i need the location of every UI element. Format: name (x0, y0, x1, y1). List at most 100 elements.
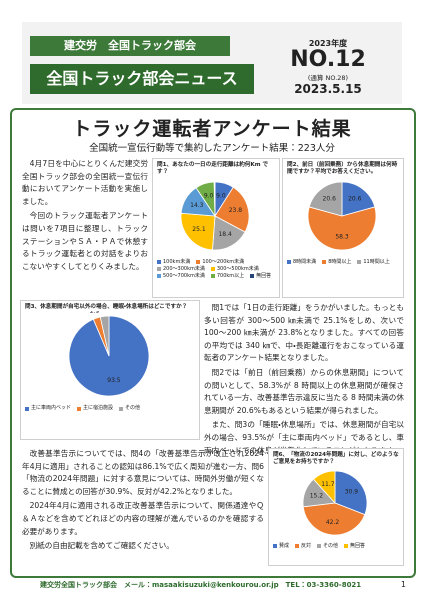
pie-slice (214, 186, 250, 233)
footer-contact: 建交労全国トラック部会 メール：masaakisuzuki@kenkourou.… (40, 581, 362, 589)
legend-label: 反対 (301, 542, 312, 549)
legend-label: 100km未満 (163, 258, 191, 265)
data-label: 20.6 (323, 196, 337, 203)
data-label: 18.4 (218, 231, 232, 238)
data-label: 0.4 (210, 177, 220, 179)
paragraph: 改善基準告示についてでは、問4の「改善基準告示が改正され2024年4月に適用」さ… (22, 449, 264, 496)
legend-item: 200〜300km未満 (157, 266, 205, 273)
legend-swatch (322, 260, 327, 265)
pie-slice (302, 502, 366, 536)
legend-swatch (119, 406, 124, 411)
legend-item: 100〜200km未満 (196, 259, 244, 266)
legend-label: 100〜200km未満 (202, 258, 245, 265)
pie-slice (307, 206, 377, 251)
chart-title: 問3、休息期間が自宅以外の場合、睡眠・休息場所はどこですか？ (25, 304, 188, 310)
date: 2023.5.15 (294, 82, 362, 96)
legend-item: 主に宿泊施設 (77, 405, 113, 412)
pie-slice (212, 215, 246, 251)
legend-swatch (157, 267, 161, 272)
pie: 30.9 42.2 15.2 11.7 (302, 470, 368, 536)
paragraph: 問2では「前日（前回乗務）からの休息期間」についての問いとして、58.3%が 8… (204, 367, 404, 415)
legend-label: 500〜700km未満 (163, 272, 205, 279)
pie-slice (334, 470, 368, 515)
conclusion: 改善基準告示についてでは、問4の「改善基準告示が改正され2024年4月に適用」さ… (22, 448, 264, 555)
data-label: 3.5 (99, 311, 109, 313)
legend-label: その他 (125, 405, 141, 412)
legend-label: 無回答 (256, 272, 272, 279)
pie: 20.6 58.3 20.6 (307, 181, 377, 251)
legend-label: 8時間以上 (328, 258, 352, 265)
legend: 主に車両内ベッド 主に宿泊施設 その他 (21, 405, 199, 412)
data-label: 42.2 (326, 519, 340, 526)
chart-q6: 問6、「物流の2024年問題」に対し、どのようなご意見をお持ちですか？ 30.9 4… (268, 448, 404, 566)
legend-item: 主に車両内ベッド (25, 405, 71, 412)
total-issue: (通算 NO.28) (307, 74, 349, 82)
legend-label: 200〜300km未満 (163, 265, 205, 272)
legend-swatch (157, 274, 161, 279)
legend: 100km未満 100〜200km未満 200〜300km未満 300〜500km未満… (153, 259, 279, 280)
pie: 9.023.818.425.114.39.00.4 (180, 171, 250, 251)
legend-item: 無回答 (344, 543, 365, 550)
newsletter-name: 全国トラック部会ニュース (46, 69, 238, 88)
pie-slice (308, 181, 343, 217)
legend-item: 100km未満 (157, 259, 190, 266)
chart-title: 問2、前日（前回乗務）から休息期間は何時間ですか？平均でお答えください。 (287, 162, 398, 176)
legend-label: 賛成 (279, 542, 290, 549)
data-label: 58.3 (335, 233, 349, 240)
data-label: 30.9 (345, 488, 359, 495)
paragraph: 4月7日を中心にとりくんだ建交労全国トラック部会の全国統一宣伝行動においてアンケ… (22, 159, 148, 206)
legend-swatch (196, 260, 201, 265)
legend-swatch (344, 544, 349, 549)
org: 建交労 全国トラック部会 (64, 39, 196, 52)
legend-item: 11時間以上 (357, 259, 390, 266)
legend-swatch (210, 267, 215, 272)
legend-item: 8時間以上 (322, 259, 351, 266)
legend: 8時間未満 8時間以上 11時間以上 (283, 259, 403, 266)
data-label: 14.3 (190, 202, 204, 209)
data-label: 20.6 (348, 196, 362, 203)
article-title: トラック運転者アンケート結果 (72, 118, 352, 140)
data-label: 11.7 (321, 481, 335, 488)
paragraph: 問1では「1日の走行距離」をうかがいました。もっとも多い回答が 300〜500 … (204, 303, 404, 363)
legend-swatch (295, 544, 300, 549)
legend-item: 8時間未満 (287, 259, 316, 266)
data-label: 9.0 (216, 192, 226, 199)
data-label: 25.1 (192, 226, 206, 233)
legend-swatch (273, 544, 277, 549)
data-label: 2.9 (90, 311, 100, 315)
legend-swatch (250, 274, 255, 279)
legend-item: その他 (317, 543, 338, 550)
legend-item: 反対 (295, 543, 311, 550)
name-band: 全国トラック部会ニュース (30, 64, 254, 94)
chart-title: 問6、「物流の2024年問題」に対し、どのようなご意見をお持ちですか？ (273, 452, 399, 466)
year: 2023年度 (308, 39, 348, 48)
legend-item: 700km以上 (210, 273, 244, 280)
legend-swatch (77, 406, 82, 411)
chart-title: 問1、あなたの一日の走行距離は約何Km です？ (157, 162, 269, 176)
pie-slice (312, 470, 336, 504)
chart-q3: 問3、休息期間が自宅以外の場合、睡眠・休息場所はどこですか？ 93.5 2.93.5… (20, 300, 200, 440)
data-label: 9.0 (204, 192, 214, 199)
legend-label: 主に車両内ベッド (31, 405, 72, 412)
pie-slice (213, 181, 216, 216)
main-frame (10, 108, 416, 578)
chart-q1: 問1、あなたの一日の走行距離は約何Km です？ 9.0 23.8 18.4 25.1 14… (152, 158, 280, 298)
chart-q2: 問2、前日（前回乗務）から休息期間は何時間ですか？平均でお答えください。 20.6… (282, 158, 404, 298)
analysis: 問1では「1日の走行距離」をうかがいました。もっとも多い回答が 300〜500 … (204, 302, 404, 459)
org-band: 建交労 全国トラック部会 (30, 36, 230, 56)
article-subtitle: 全国統一宣伝行動等で集約したアンケート結果：223人分 (89, 143, 335, 154)
pie-slice (180, 212, 216, 251)
issue: NO.12 (290, 47, 366, 72)
paragraph: 別紙の自由記載を含めてご確認ください。 (29, 541, 174, 551)
data-label: 93.5 (107, 377, 121, 384)
data-label: 15.2 (310, 492, 324, 499)
pie-slice (341, 181, 376, 217)
legend-label: 300〜500km未満 (216, 265, 259, 272)
legend-item: 賛成 (273, 543, 289, 550)
paragraph: 2024年4月に適用される改正改善基準告示について、関係通達やＱ＆Ａなどを含めて… (22, 501, 264, 536)
paragraph: 今回のトラック運転者アンケートは問いを7項目に整理し、トラックステーションやＳＡ… (22, 211, 148, 271)
data-label: 23.8 (229, 207, 243, 214)
legend-item: その他 (119, 405, 140, 412)
legend-swatch (287, 260, 291, 265)
